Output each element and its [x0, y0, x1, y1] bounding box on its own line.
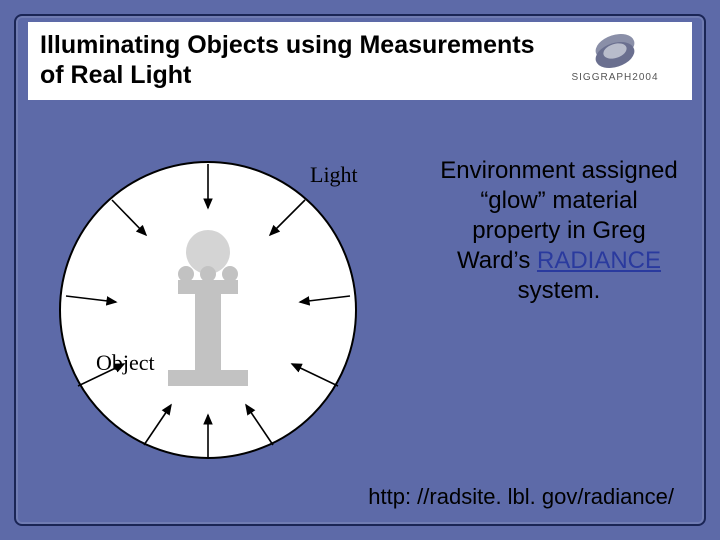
url-text: http: //radsite. lbl. gov/radiance/ [368, 484, 674, 510]
object-label: Object [96, 350, 155, 376]
siggraph-logo: SIGGRAPH2004 [550, 30, 680, 83]
light-label: Light [310, 162, 358, 188]
radiance-link[interactable]: RADIANCE [537, 247, 661, 274]
header: Illuminating Objects using Measurements … [28, 22, 692, 100]
illumination-diagram [38, 140, 368, 470]
description-text: Environment assigned “glow” material pro… [434, 156, 684, 306]
diagram-svg [38, 140, 378, 480]
content-area: Light Object Environment assigned “glow”… [28, 120, 692, 512]
desc-post: system. [518, 277, 601, 304]
logo-text: SIGGRAPH2004 [571, 72, 658, 83]
slide-title: Illuminating Objects using Measurements … [40, 30, 550, 90]
logo-swirl-icon [592, 32, 638, 70]
